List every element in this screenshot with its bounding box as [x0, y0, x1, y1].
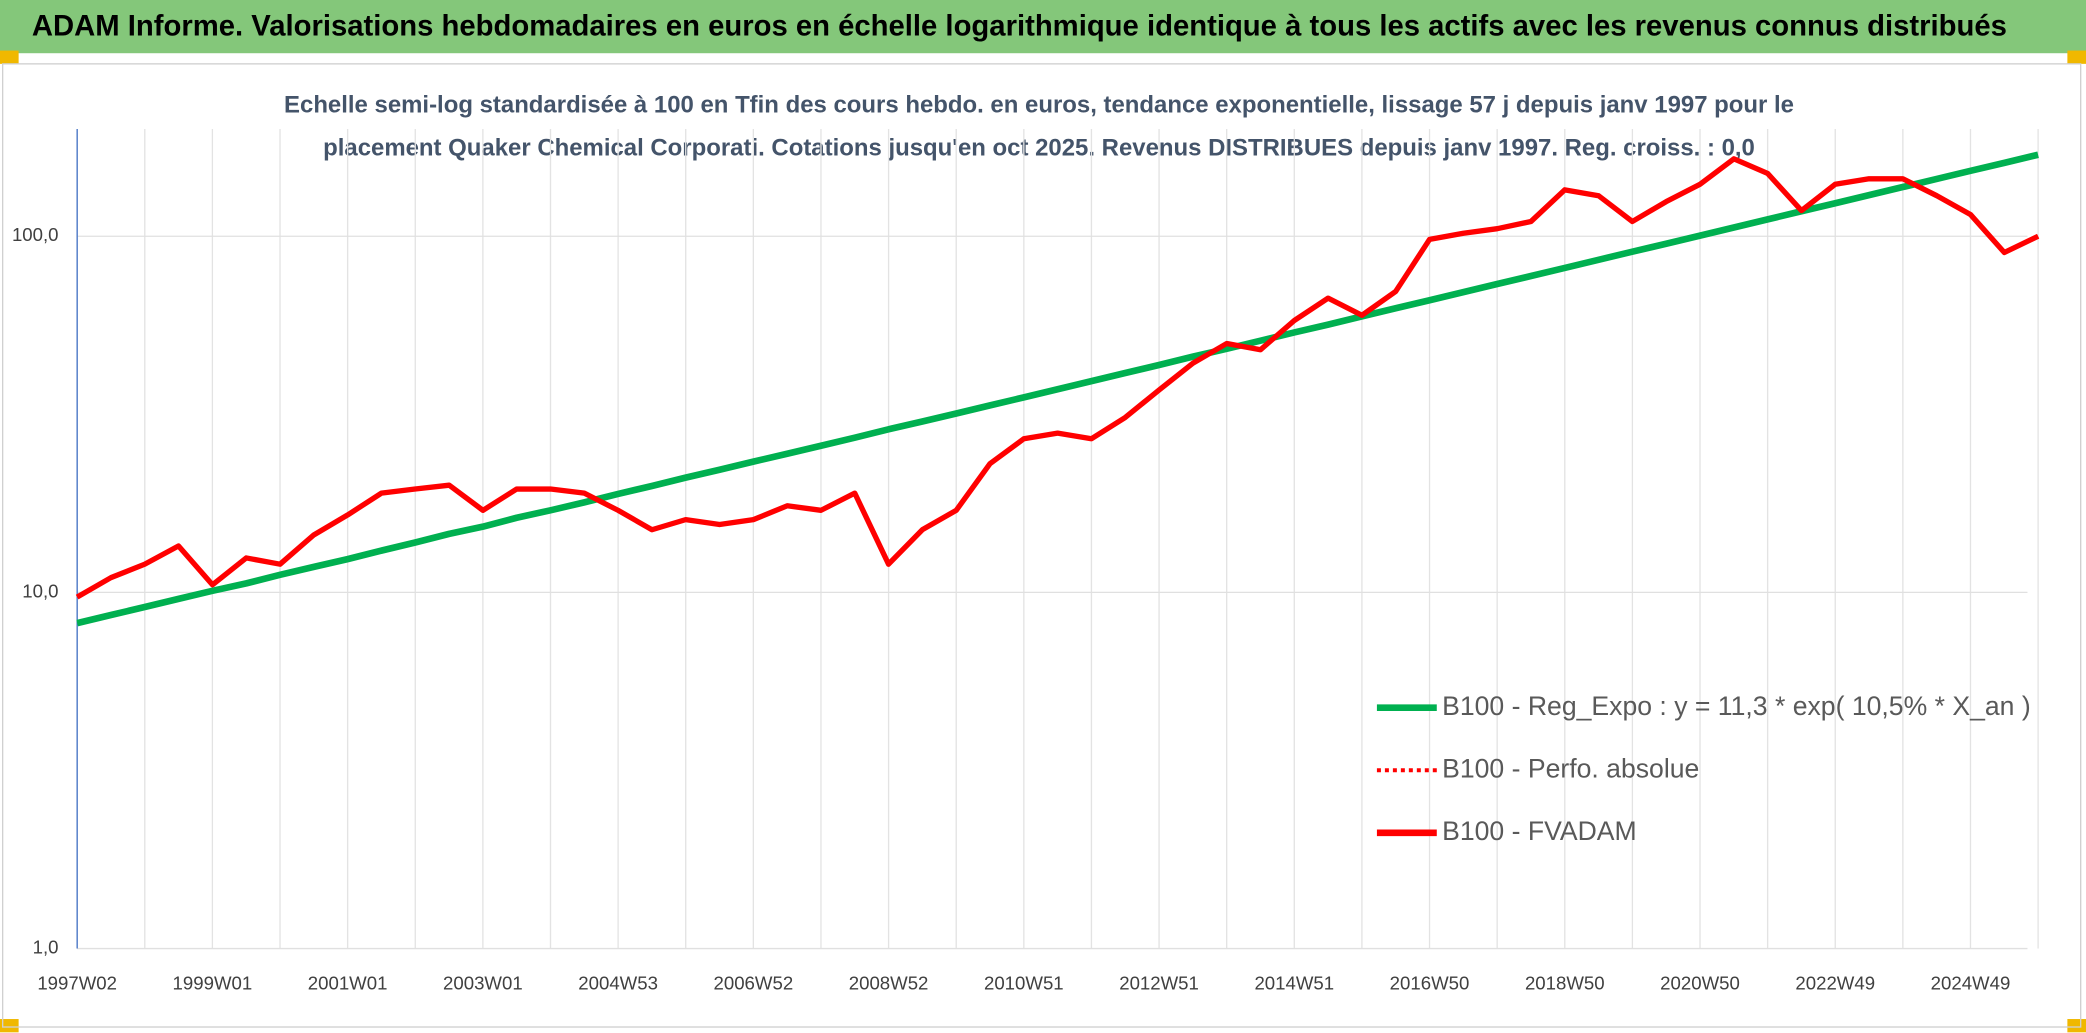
series-line [76, 151, 2039, 627]
y-tick-label: 100,0 [12, 224, 59, 245]
page-title: ADAM Informe. Valorisations hebdomadaire… [32, 11, 2007, 43]
legend-label: B100 - Perfo. absolue [1442, 753, 1699, 783]
chart-border [1, 63, 2082, 1028]
corner [2067, 1019, 2086, 1033]
series-line [75, 156, 2040, 600]
header-band [0, 0, 2086, 54]
legend-label: B100 - Reg_Expo : y = 11,3 * exp( 10,5% … [1442, 691, 2031, 721]
x-tick-label: 2016W50 [1390, 972, 1470, 993]
legend-label: B100 - FVADAM [1442, 816, 1637, 846]
corner [0, 50, 19, 64]
x-tick-label: 2004W53 [578, 972, 658, 993]
y-tick-label: 10,0 [22, 580, 58, 601]
corner [2067, 50, 2086, 64]
chart-subtitle: placement Quaker Chemical Corporati. Cot… [323, 134, 1755, 161]
x-tick-label: 2018W50 [1525, 972, 1605, 993]
corner [0, 1019, 19, 1033]
x-tick-label: 2012W51 [1119, 972, 1199, 993]
chart-subtitle: Echelle semi-log standardisée à 100 en T… [284, 92, 1794, 119]
x-tick-label: 2008W52 [849, 972, 929, 993]
x-tick-label: 2006W52 [714, 972, 794, 993]
x-tick-label: 1997W02 [37, 972, 117, 993]
x-tick-label: 2024W49 [1931, 972, 2011, 993]
x-tick-label: 2010W51 [984, 972, 1064, 993]
x-tick-label: 2014W51 [1254, 972, 1334, 993]
y-tick-label: 1,0 [33, 936, 59, 957]
x-tick-label: 2022W49 [1795, 972, 1875, 993]
x-tick-label: 1999W01 [173, 972, 253, 993]
x-tick-label: 2003W01 [443, 972, 523, 993]
x-tick-label: 2020W50 [1660, 972, 1740, 993]
x-tick-label: 2001W01 [308, 972, 388, 993]
